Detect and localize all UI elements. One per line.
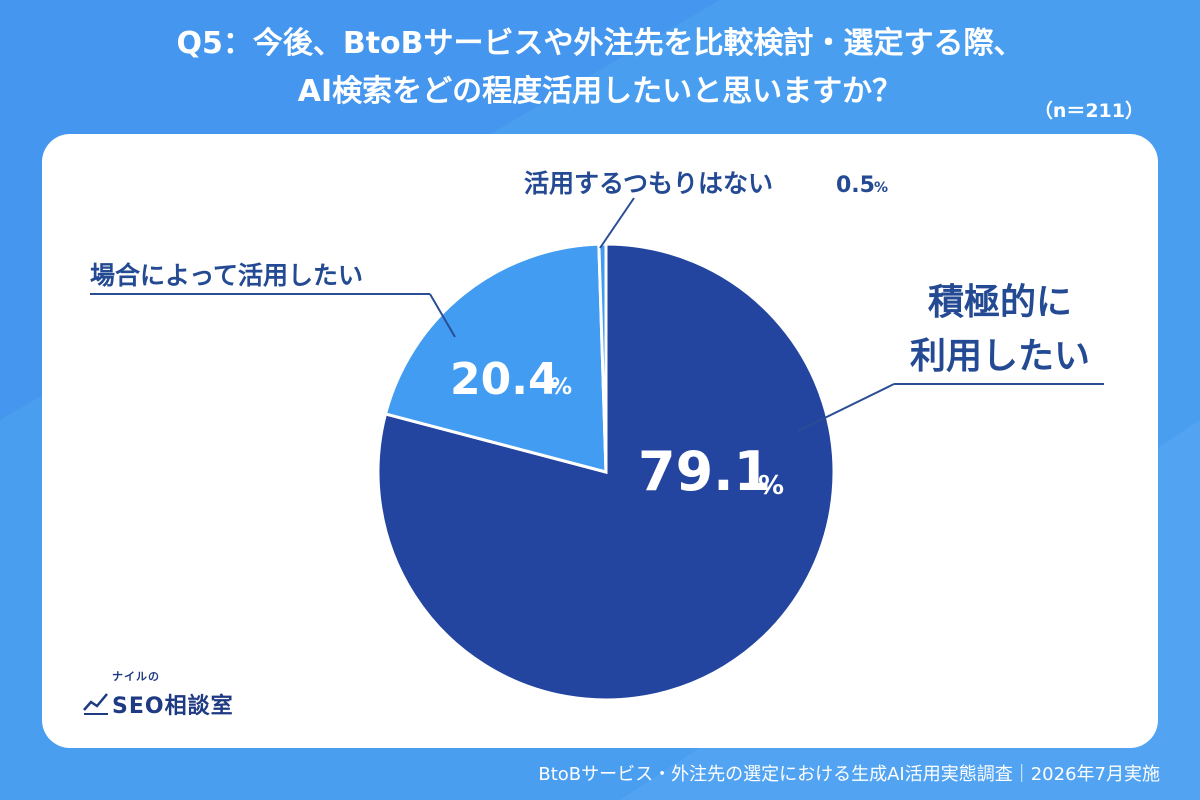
- seo-consulting-logo: ナイルの SEO相談室: [82, 668, 242, 726]
- leader-line-slice2: [429, 293, 456, 338]
- leader-line-slice3: [599, 197, 635, 249]
- trend-chart-icon: [83, 693, 108, 715]
- slice1-label-line1: 積極的に: [928, 282, 1072, 323]
- logo-small-text: ナイルの: [112, 670, 160, 683]
- slice3-value-unit: %: [874, 180, 888, 196]
- chart-title: Q5：今後、BtoBサービスや外注先を比較検討・選定する際、 AI検索をどの程度…: [0, 20, 1200, 116]
- sample-size: （n＝211）: [1033, 100, 1144, 122]
- slice2-value-unit: %: [550, 375, 572, 400]
- logo-main-text: SEO相談室: [112, 694, 234, 719]
- title-line-1: Q5：今後、BtoBサービスや外注先を比較検討・選定する際、: [176, 26, 1024, 61]
- footer-source: BtoBサービス・外注先の選定における生成AI活用実態調査｜2026年7月実施: [538, 764, 1160, 785]
- slice1-value: 79.1: [638, 440, 771, 503]
- slice3-value: 0.5: [836, 173, 875, 198]
- slice3-label: 活用するつもりはない: [524, 169, 773, 198]
- slice2-label: 場合によって活用したい: [90, 261, 363, 290]
- pie-slice-2: [383, 242, 608, 474]
- chart-card: 積極的に 利用したい 79.1 % 場合によって活用したい 20.4 % 活用す…: [42, 134, 1158, 748]
- slice1-value-unit: %: [758, 471, 784, 501]
- slice1-label-line2: 利用したい: [910, 336, 1090, 377]
- leader-line-slice1: [797, 383, 895, 432]
- pie-chart: 積極的に 利用したい 79.1 % 場合によって活用したい 20.4 % 活用す…: [90, 169, 1104, 702]
- title-line-2: AI検索をどの程度活用したいと思いますか？: [297, 74, 903, 109]
- slice2-value: 20.4: [450, 354, 559, 405]
